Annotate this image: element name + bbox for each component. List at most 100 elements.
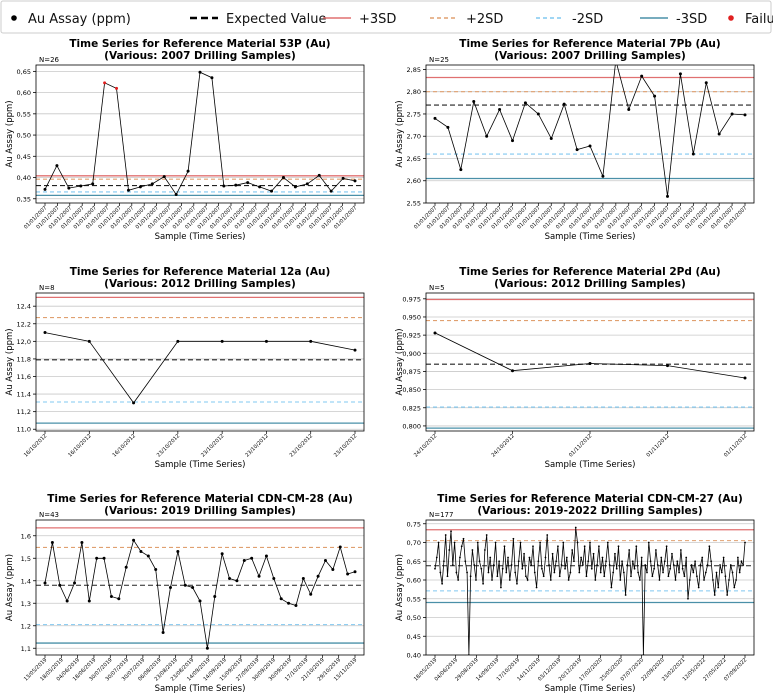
- data-point: [678, 72, 682, 76]
- data-point: [353, 179, 357, 183]
- data-point: [637, 571, 640, 574]
- data-point: [103, 81, 107, 85]
- data-point: [640, 74, 644, 78]
- chart-title: Time Series for Reference Material 53P (…: [69, 38, 330, 50]
- series-line: [44, 539, 356, 649]
- data-point: [483, 549, 486, 551]
- y-tick-label: 2,75: [407, 110, 421, 118]
- data-point: [176, 339, 180, 343]
- y-tick-label: 1,5: [21, 555, 31, 563]
- data-point: [585, 575, 588, 578]
- data-point: [633, 567, 636, 570]
- x-tick-label: 01/11/2012: [646, 433, 671, 458]
- data-point: [717, 132, 721, 136]
- x-tick-label: 16/10/2012: [67, 433, 92, 458]
- data-point: [293, 185, 297, 189]
- data-point: [154, 568, 158, 571]
- y-axis-label: Au Assay (ppm): [395, 554, 405, 621]
- data-point: [706, 564, 709, 566]
- series-group: [43, 538, 357, 650]
- data-point: [161, 631, 165, 634]
- chart-panel: Time Series for Reference Material 2Pd (…: [395, 266, 755, 470]
- data-point: [198, 70, 202, 74]
- data-point: [730, 112, 734, 116]
- legend-item: +3SD: [323, 12, 396, 27]
- data-point: [242, 559, 246, 562]
- legend-item: +2SD: [430, 12, 503, 27]
- chart-panel: Time Series for Reference Material CDN-C…: [395, 493, 755, 694]
- data-point: [65, 599, 69, 603]
- data-point: [498, 560, 501, 563]
- data-point: [601, 556, 604, 559]
- data-point: [228, 577, 232, 580]
- data-point: [663, 560, 666, 563]
- data-point: [341, 176, 345, 180]
- data-point: [581, 564, 584, 566]
- x-tick-label: 23/10/2012: [156, 433, 181, 458]
- data-point: [655, 549, 657, 551]
- legend-item: Expected Value: [190, 12, 326, 27]
- data-point: [317, 173, 321, 177]
- data-point: [720, 571, 723, 574]
- y-tick-label: 0,925: [402, 332, 421, 340]
- data-point: [176, 550, 180, 553]
- y-axis-label: Au Assay (ppm): [395, 100, 405, 167]
- data-point: [485, 134, 489, 138]
- data-point: [691, 152, 695, 156]
- data-point: [210, 76, 214, 80]
- data-point: [574, 526, 577, 529]
- data-point: [501, 567, 504, 570]
- y-tick-label: 0,65: [17, 68, 31, 76]
- data-point: [690, 564, 693, 566]
- data-point: [435, 556, 438, 559]
- y-tick-label: 2,55: [407, 200, 421, 208]
- data-point: [476, 541, 479, 544]
- x-axis-label: Sample (Time Series): [155, 460, 246, 470]
- y-tick-label: 0,60: [407, 577, 421, 585]
- y-tick-label: 1,3: [21, 600, 31, 608]
- data-point: [505, 571, 508, 574]
- chart-panel: Time Series for Reference Material 53P (…: [5, 38, 365, 242]
- data-point: [666, 364, 669, 368]
- x-tick-label: 24/10/2012: [491, 433, 516, 458]
- data-point: [562, 541, 565, 544]
- data-point: [205, 646, 209, 650]
- data-point: [580, 556, 582, 559]
- data-point: [433, 331, 437, 335]
- data-point: [466, 571, 468, 574]
- data-point: [316, 574, 320, 578]
- data-point: [353, 570, 357, 574]
- data-point: [517, 560, 520, 563]
- data-point: [549, 136, 553, 140]
- legend-label: Failure: [745, 12, 773, 27]
- data-point: [464, 560, 467, 563]
- data-point: [555, 560, 558, 563]
- legend-label: +3SD: [359, 12, 396, 27]
- data-point: [494, 541, 497, 544]
- data-point: [598, 545, 600, 548]
- y-tick-label: 2,85: [407, 66, 421, 74]
- data-point: [469, 575, 472, 578]
- data-point: [146, 554, 150, 558]
- y-tick-label: 2,80: [407, 88, 421, 96]
- data-point: [523, 101, 527, 105]
- legend-item: Failure: [728, 12, 773, 27]
- data-point: [621, 560, 623, 563]
- n-count-label: N=25: [429, 56, 449, 64]
- data-point: [235, 579, 239, 583]
- data-point: [697, 586, 700, 589]
- data-point: [672, 564, 675, 566]
- data-point: [446, 575, 449, 578]
- data-point: [213, 595, 217, 598]
- data-point: [703, 579, 705, 581]
- data-point: [619, 579, 622, 581]
- data-point: [455, 571, 458, 574]
- plot-frame: [35, 64, 365, 204]
- y-tick-label: 2,65: [407, 155, 421, 163]
- data-point: [446, 125, 450, 129]
- data-point: [50, 541, 54, 544]
- data-point: [485, 534, 488, 536]
- y-tick-label: 0,55: [17, 110, 31, 118]
- data-point: [530, 564, 533, 566]
- chart-title: Time Series for Reference Material 2Pd (…: [459, 266, 720, 278]
